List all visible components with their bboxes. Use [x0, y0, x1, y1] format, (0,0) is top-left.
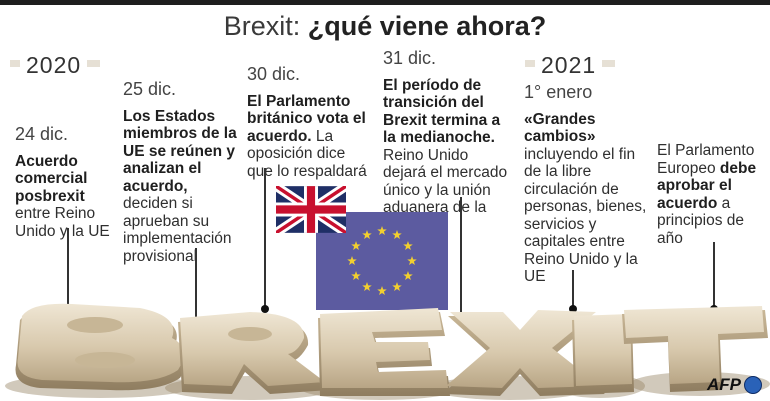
eu-star-icon — [407, 256, 417, 266]
event-30-dec: 30 dic. El Parlamento británico vota el … — [247, 64, 375, 180]
timeline-line-2 — [195, 248, 197, 323]
event-1-jan: 1° enero «Grandes cambios» incluyendo el… — [524, 82, 652, 286]
event-text: a principios de año — [657, 194, 745, 247]
timeline-line-1 — [67, 228, 69, 308]
event-date: 30 dic. — [247, 64, 301, 84]
event-bold-text: El Parlamento británico vota el acuerdo. — [247, 92, 366, 145]
timeline-line-3 — [264, 168, 266, 308]
brexit-letters-image — [5, 303, 770, 400]
top-bar — [0, 0, 770, 5]
event-text: deciden si aprueban su implementación pr… — [123, 195, 232, 265]
event-date: 24 dic. — [15, 124, 69, 144]
timeline-line-5 — [572, 270, 574, 308]
eu-star-icon — [347, 256, 357, 266]
event-text: La oposición dice que lo respaldará — [247, 127, 367, 180]
event-date: 1° enero — [524, 82, 593, 102]
page-title: Brexit: ¿qué viene ahora? — [0, 11, 770, 42]
event-24-dec: 24 dic. Acuerdo comercial posbrexit entr… — [15, 124, 120, 240]
timeline-line-4 — [460, 197, 462, 317]
event-bold-text: Acuerdo comercial posbrexit — [15, 152, 88, 205]
timeline-line-6 — [713, 242, 715, 308]
event-bold-text: «Grandes cambios» — [524, 110, 596, 146]
uk-flag-icon — [276, 186, 346, 233]
year-2021-text: 2021 — [535, 52, 603, 78]
timeline-dot-3 — [261, 305, 269, 313]
event-text: incluyendo el fin de la libre circulació… — [524, 145, 647, 286]
eu-star-icon — [403, 271, 413, 281]
globe-icon — [744, 376, 762, 394]
year-2020-label: 2020 — [10, 52, 100, 78]
event-bold-text: El período de transición del Brexit term… — [383, 76, 501, 147]
event-eu-parliament: El Parlamento Europeo debe aprobar el ac… — [657, 142, 765, 247]
eu-star-icon — [351, 271, 361, 281]
eu-star-icon — [377, 226, 387, 236]
eu-star-icon — [403, 241, 413, 251]
event-pre-text: El Parlamento Europeo — [657, 142, 755, 177]
eu-star-icon — [392, 230, 402, 240]
title-prefix: Brexit: — [223, 11, 301, 41]
year-2020-text: 2020 — [20, 52, 88, 78]
event-25-dec: 25 dic. Los Estados miembros de la UE se… — [123, 79, 243, 265]
event-date: 31 dic. — [383, 48, 437, 68]
eu-star-icon — [362, 281, 372, 292]
afp-credit: AFP — [707, 375, 762, 395]
event-bold-text: debe aprobar el acuerdo — [657, 159, 757, 212]
timeline-dot-5 — [569, 305, 577, 313]
eu-star-icon — [351, 241, 361, 251]
event-text: entre Reino Unido y la UE — [15, 205, 110, 240]
event-bold-text: Los Estados miembros de la UE se reúnen … — [123, 107, 237, 195]
eu-star-icon — [377, 286, 387, 296]
eu-star-icon — [392, 281, 402, 292]
event-date: 25 dic. — [123, 79, 177, 99]
afp-credit-text: AFP — [707, 375, 741, 394]
eu-star-icon — [362, 230, 372, 240]
title-bold: ¿qué viene ahora? — [307, 11, 547, 41]
event-31-dec: 31 dic. El período de transición del Bre… — [383, 48, 511, 234]
year-2021-label: 2021 — [525, 52, 615, 78]
